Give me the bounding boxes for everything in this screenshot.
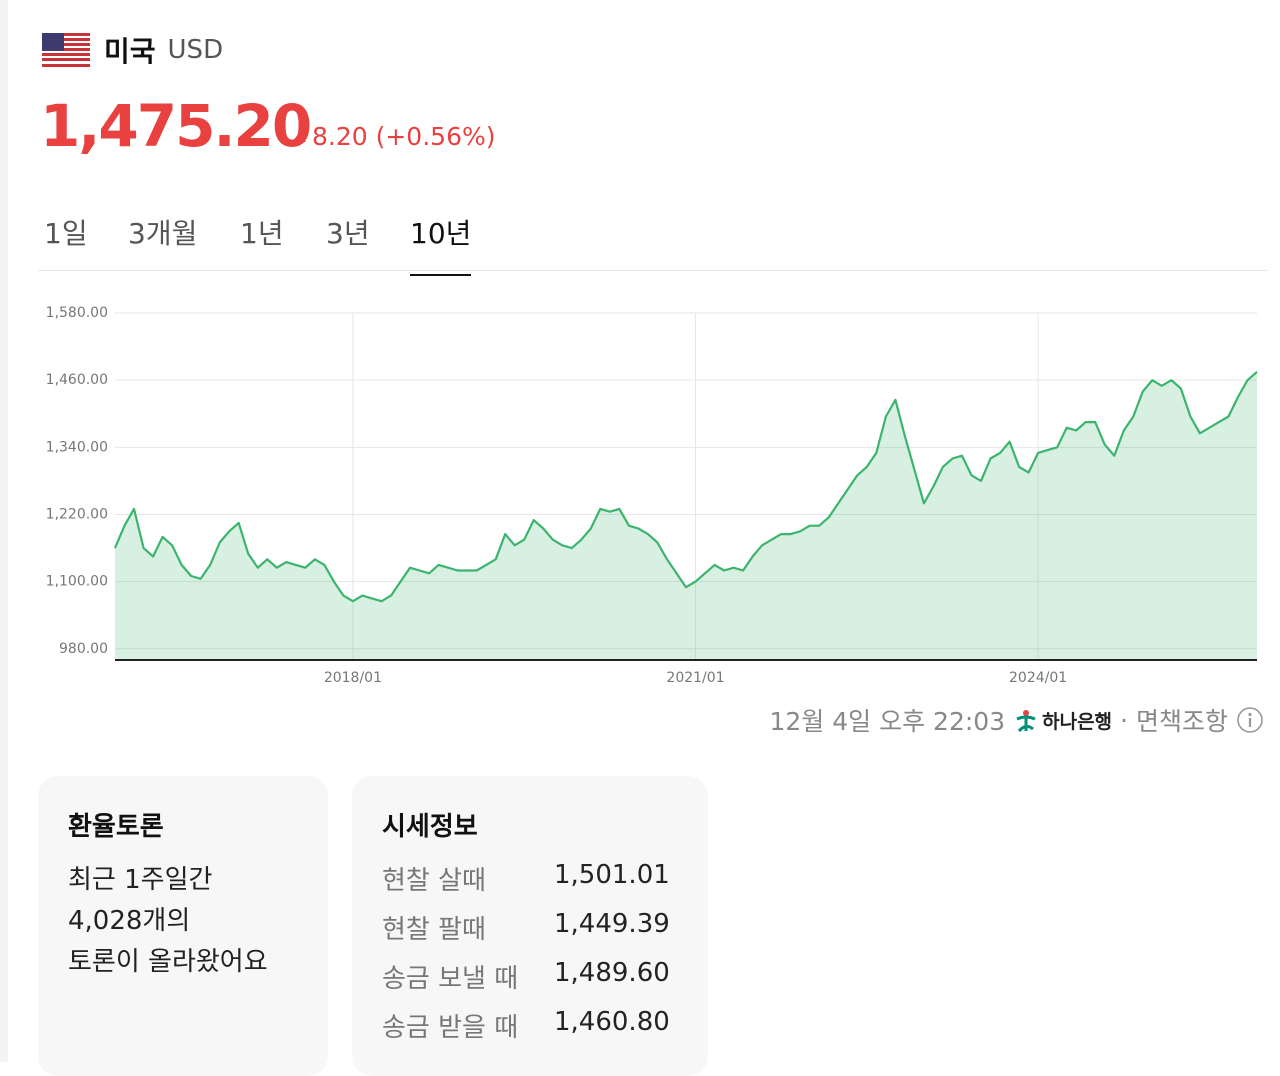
flag bbox=[42, 33, 90, 67]
info-icon[interactable] bbox=[1236, 706, 1264, 734]
y-tick-label: 1,220.00 bbox=[46, 506, 108, 522]
chart: 980.00 1,100.00 1,220.00 1,340.00 1,460.00 1,… bbox=[46, 305, 1258, 686]
x-tick-label: 2021/01 bbox=[666, 670, 724, 686]
rate-row: 현찰 팔때 1,449.39 bbox=[382, 909, 670, 946]
footer: 12월 4일 오후 22:03 하나은행 · 면책조항 bbox=[770, 702, 1265, 738]
rates-title: 시세정보 bbox=[382, 812, 478, 842]
tab[interactable]: 1년 bbox=[240, 217, 284, 250]
rate-value: 1,460.80 bbox=[554, 1007, 670, 1037]
y-tick-label: 1,460.00 bbox=[46, 372, 108, 388]
disclaimer[interactable]: 면책조항 bbox=[1135, 707, 1228, 736]
line bbox=[113, 370, 1258, 603]
country: 미국 bbox=[104, 35, 156, 68]
rate-row: 송금 받을 때 1,460.80 bbox=[382, 1007, 670, 1044]
rate-row: 현찰 살때 1,501.01 bbox=[382, 860, 670, 897]
change: 8.20 (+0.56%) bbox=[292, 122, 495, 151]
area bbox=[115, 371, 1257, 660]
price: 1,475.20 bbox=[40, 92, 312, 160]
rate-label: 송금 보낼 때 bbox=[382, 964, 519, 994]
rates-card: 시세정보 현찰 살때 1,501.01 현찰 팔때 1,449.39 송금 보낼 때 1,… bbox=[352, 776, 708, 1076]
rate-value: 1,501.01 bbox=[554, 860, 670, 890]
edge bbox=[0, 0, 8, 1062]
bank-logo bbox=[1016, 710, 1036, 733]
header: 미국 USD bbox=[42, 30, 223, 70]
bank: 하나은행 bbox=[1013, 707, 1112, 734]
x-tick-label: 2018/01 bbox=[324, 670, 382, 686]
bank-name: 하나은행 bbox=[1042, 710, 1113, 733]
y-tick-label: 1,340.00 bbox=[46, 439, 108, 455]
y-tick-label: 1,100.00 bbox=[46, 574, 108, 590]
up-arrow bbox=[292, 132, 306, 142]
tab[interactable]: 1일 bbox=[44, 217, 88, 250]
tab[interactable]: 3년 bbox=[326, 217, 370, 250]
separator: · bbox=[1120, 705, 1128, 735]
discussion-line: 최근 1주일간 bbox=[68, 865, 213, 895]
tab[interactable]: 3개월 bbox=[128, 217, 198, 250]
rate-value: 1,449.39 bbox=[554, 909, 670, 939]
tabs: 1일 3개월 1년 3년 10년 bbox=[38, 200, 1268, 276]
rate-value: 1,489.60 bbox=[554, 958, 670, 988]
rate-row: 송금 보낼 때 1,489.60 bbox=[382, 958, 670, 995]
time: 12월 4일 오후 22:03 bbox=[769, 707, 1006, 736]
discussion-line: 토론이 올라왔어요 bbox=[68, 947, 268, 977]
discussion-line: 4,028개의 bbox=[68, 906, 191, 936]
y-tick-label: 980.00 bbox=[59, 641, 108, 657]
y-tick-label: 1,580.00 bbox=[46, 305, 108, 321]
currency: USD bbox=[167, 35, 224, 65]
discussion-title: 환율토론 bbox=[68, 812, 164, 842]
rate-label: 현찰 팔때 bbox=[382, 915, 486, 945]
x-tick-label: 2024/01 bbox=[1009, 670, 1067, 686]
tab[interactable]: 10년 bbox=[410, 212, 472, 276]
rate-label: 송금 받을 때 bbox=[382, 1013, 519, 1043]
change-text: 8.20 (+0.56%) bbox=[312, 122, 496, 151]
rate-label: 현찰 살때 bbox=[382, 866, 486, 896]
